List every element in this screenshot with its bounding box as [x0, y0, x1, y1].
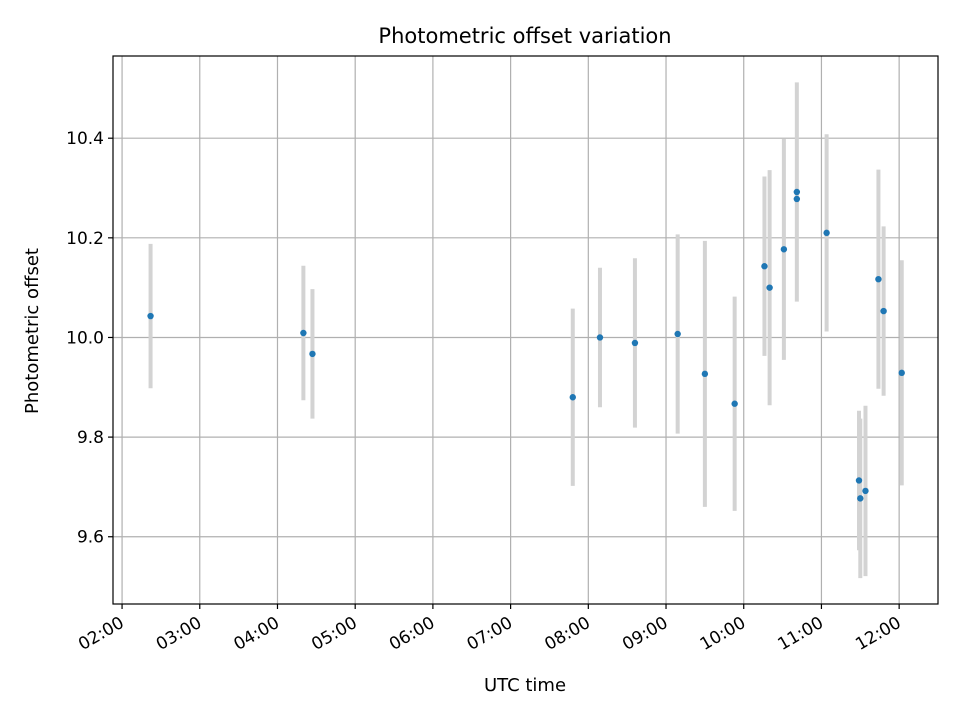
y-axis-ticks: 9.6 9.8 10.0 10.2 10.4 [66, 129, 113, 548]
data-point [766, 284, 773, 291]
data-point [875, 275, 882, 283]
chart-title: Photometric offset variation [378, 24, 671, 48]
y-tick-label: 10.4 [66, 129, 104, 149]
data-point [569, 394, 576, 401]
data-point [674, 330, 681, 338]
data-point [793, 195, 801, 203]
data-point [631, 339, 639, 347]
data-point [596, 334, 604, 341]
x-axis-label: UTC time [484, 675, 566, 696]
data-point [862, 487, 869, 495]
data-point [793, 188, 801, 196]
y-tick-label: 9.8 [77, 428, 104, 448]
data-point [309, 350, 316, 358]
data-point [855, 477, 863, 484]
data-point [898, 369, 905, 377]
grid-vertical-lines [121, 56, 900, 604]
y-tick-label: 10.2 [66, 229, 104, 249]
data-point [300, 329, 307, 337]
y-axis-label: Photometric offset [22, 248, 43, 414]
data-point [701, 370, 709, 378]
plot-area [113, 56, 938, 604]
data-point [823, 229, 830, 237]
data-point [880, 307, 887, 315]
data-point [731, 400, 738, 407]
data-points [147, 188, 905, 502]
y-tick-label: 9.6 [77, 528, 104, 548]
data-point [147, 312, 154, 320]
grid-horizontal-lines [113, 137, 938, 538]
y-tick-label: 10.0 [66, 328, 104, 348]
plot-frame [112, 55, 939, 605]
data-point [761, 263, 768, 270]
data-point [857, 495, 864, 502]
data-point [780, 246, 788, 253]
